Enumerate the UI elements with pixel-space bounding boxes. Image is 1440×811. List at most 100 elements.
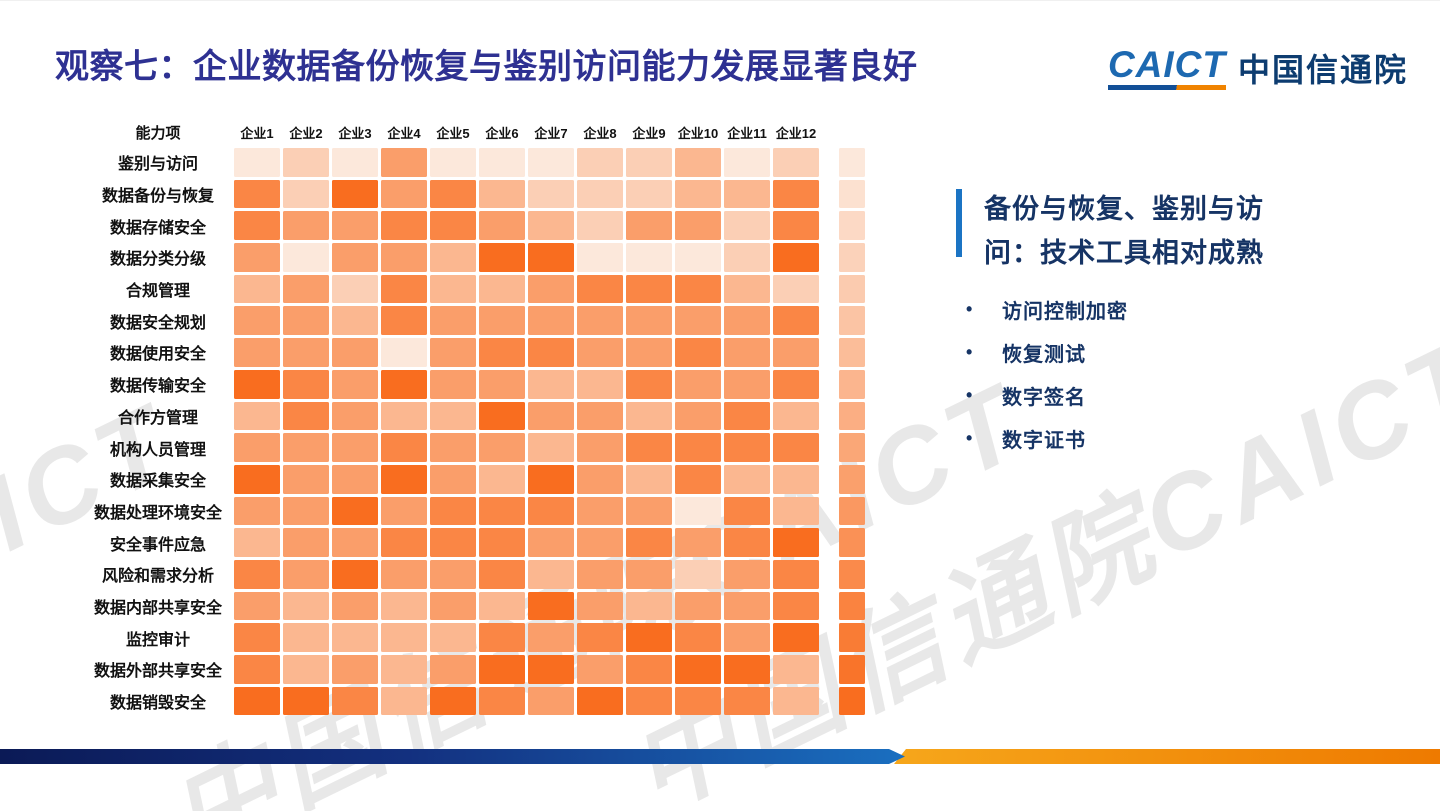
average-cell xyxy=(839,655,865,684)
heatmap-cell xyxy=(773,496,819,526)
bullet-dot: • xyxy=(966,341,973,362)
heatmap-cell xyxy=(332,655,378,684)
heatmap-cell xyxy=(234,559,280,589)
heatmap-cell xyxy=(283,433,329,462)
row-label: 安全事件应急 xyxy=(109,536,206,554)
heatmap-cell xyxy=(479,623,525,652)
heatmap-cell xyxy=(430,369,476,399)
heatmap-spacer xyxy=(822,338,836,367)
heatmap-cell xyxy=(283,179,329,209)
heatmap-cell xyxy=(430,148,476,177)
heatmap-cell xyxy=(773,369,819,399)
logo-acronym-text: CAICT xyxy=(1107,44,1226,85)
average-cell xyxy=(839,464,865,494)
column-header: 企业12 xyxy=(775,125,817,141)
heatmap-cell xyxy=(430,655,476,684)
heatmap-cell xyxy=(283,243,329,272)
heatmap-cell xyxy=(724,559,770,589)
bullet-dot: • xyxy=(966,298,973,319)
heatmap-cell xyxy=(430,179,476,209)
heatmap-cell xyxy=(430,686,476,716)
heatmap-cell xyxy=(724,369,770,399)
heatmap-cell xyxy=(626,528,672,557)
heatmap-cell xyxy=(479,433,525,462)
heatmap-cell xyxy=(234,528,280,557)
heatmap-spacer xyxy=(822,623,836,652)
row-label: 合作方管理 xyxy=(117,409,198,427)
heatmap-cell xyxy=(234,243,280,272)
heatmap-cell xyxy=(577,591,623,621)
heatmap-cell xyxy=(332,464,378,494)
heatmap-spacer xyxy=(822,687,836,716)
heatmap-cell xyxy=(675,306,721,336)
heatmap-cell xyxy=(332,528,378,557)
row-label: 数据内部共享安全 xyxy=(93,599,222,617)
row-label: 数据外部共享安全 xyxy=(93,663,222,681)
row-label: 合规管理 xyxy=(125,283,190,301)
heatmap-cell xyxy=(577,623,623,652)
heatmap-cell xyxy=(479,369,525,399)
heatmap-cell xyxy=(283,591,329,621)
heatmap-cell xyxy=(332,686,378,716)
heatmap-cell xyxy=(626,655,672,684)
heatmap-cell xyxy=(577,559,623,589)
average-cell xyxy=(839,148,865,177)
heatmap-cell xyxy=(724,338,770,367)
heatmap-cell xyxy=(479,401,525,431)
heatmap-cell xyxy=(528,496,574,526)
heatmap-cell xyxy=(332,274,378,304)
heatmap-cell xyxy=(479,559,525,589)
heatmap-cell xyxy=(234,655,280,684)
panel-bullet-item: • 恢复测试 xyxy=(966,340,1128,366)
heatmap-cell xyxy=(773,211,819,241)
heatmap-cell xyxy=(528,433,574,462)
heatmap-cell xyxy=(626,433,672,462)
heatmap-cell xyxy=(773,623,819,652)
footer-blue-segment xyxy=(0,749,905,764)
heatmap-cell xyxy=(283,686,329,716)
heatmap-cell xyxy=(479,338,525,367)
heatmap-cell xyxy=(724,433,770,462)
heatmap-cell xyxy=(675,591,721,621)
heatmap-cell xyxy=(675,433,721,462)
heatmap-cell xyxy=(332,433,378,462)
panel-bullet-item: • 数字证书 xyxy=(966,426,1128,452)
row-label: 数据备份与恢复 xyxy=(101,188,214,206)
heatmap-cell xyxy=(577,528,623,557)
average-cell xyxy=(839,306,865,336)
logo-underline-swoosh xyxy=(1107,85,1226,90)
heatmap-cell xyxy=(675,148,721,177)
slide-title: 观察七：企业数据备份恢复与鉴别访问能力发展显著良好 xyxy=(55,48,918,86)
heatmap-cell xyxy=(332,243,378,272)
bullet-text: 数字证书 xyxy=(1002,429,1086,452)
heatmap-cell xyxy=(381,528,427,557)
heatmap-cell xyxy=(479,306,525,336)
row-label: 数据安全规划 xyxy=(109,314,206,332)
capability-heatmap: 能力项 企业1 企业2 企业3 企业4 企业5 企业6 企业7 企业8 企业9 企业10 企业11 企业… xyxy=(85,119,865,716)
heatmap-cell xyxy=(626,179,672,209)
heatmap-cell xyxy=(675,496,721,526)
heatmap-cell xyxy=(381,559,427,589)
heatmap-cell xyxy=(283,338,329,367)
heatmap-cell xyxy=(773,528,819,557)
average-cell xyxy=(839,433,865,462)
heatmap-spacer xyxy=(822,655,836,684)
heatmap-cell xyxy=(479,179,525,209)
heatmap-spacer xyxy=(822,119,836,145)
heatmap-spacer xyxy=(822,148,836,177)
heatmap-cell xyxy=(479,464,525,494)
heatmap-cell xyxy=(724,686,770,716)
heatmap-spacer xyxy=(822,592,836,621)
heatmap-cell xyxy=(577,496,623,526)
heatmap-cell xyxy=(430,528,476,557)
heatmap-cell xyxy=(234,369,280,399)
heatmap-cell xyxy=(479,274,525,304)
heatmap-cell xyxy=(724,243,770,272)
heatmap-spacer xyxy=(822,306,836,335)
heatmap-spacer xyxy=(822,497,836,526)
heatmap-cell xyxy=(381,179,427,209)
heatmap-cell xyxy=(724,591,770,621)
heatmap-cell xyxy=(479,148,525,177)
heatmap-cell xyxy=(626,148,672,177)
